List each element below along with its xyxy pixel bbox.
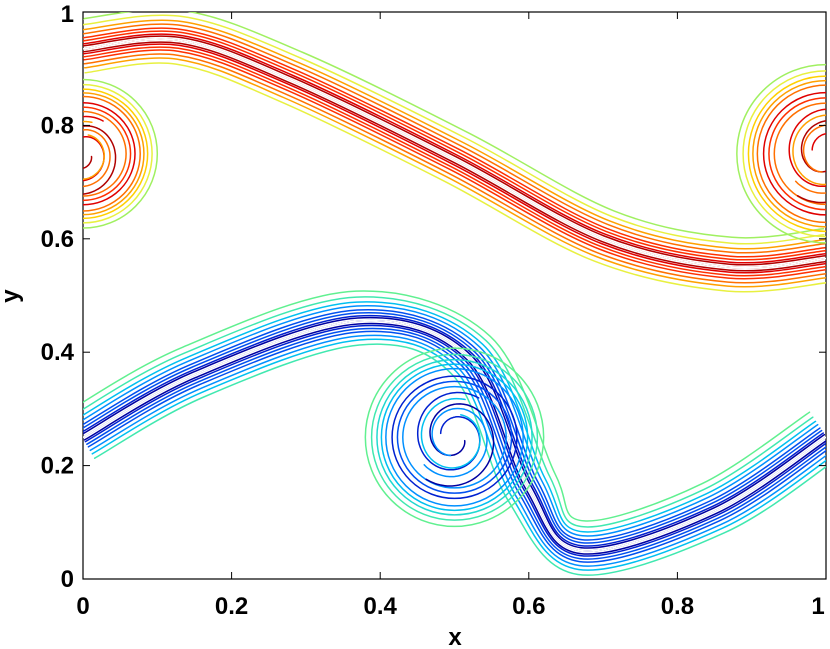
upper-vortex-left-ring: [83, 83, 153, 224]
upper-vortex-right-ring: [752, 79, 826, 228]
y-tick-label: 0.4: [41, 339, 75, 366]
x-tick-label: 0.6: [512, 593, 545, 620]
lower-shear-contour: [89, 334, 826, 567]
lower-vortex-ring: [380, 363, 529, 512]
lower-shear-contour: [83, 290, 811, 522]
upper-vortex-left-ring: [83, 92, 145, 216]
lower-shear-contour: [84, 324, 826, 557]
upper-vortex-right-ring: [747, 75, 826, 233]
upper-vortex-left-spiral: [83, 120, 106, 181]
upper-shear-contour: [83, 46, 826, 277]
lower-vortex-ring: [364, 347, 545, 528]
upper-vortex-right-spiral: [792, 114, 826, 186]
upper-shear-contour: [83, 12, 825, 239]
y-tick-label: 0.8: [41, 112, 74, 139]
upper-shear-contour: [83, 57, 826, 288]
upper-vortex-left-ring: [83, 88, 149, 220]
lower-shear-core: [83, 319, 826, 552]
plot-area: [82, 11, 827, 580]
upper-vortex-left-spiral: [83, 125, 117, 195]
x-tick-label: 1: [811, 593, 824, 620]
upper-vortex-right-spiral: [796, 120, 826, 204]
x-tick-label: 0: [76, 593, 89, 620]
upper-vortex-left-spiral: [83, 115, 105, 182]
upper-shear-contour: [83, 14, 825, 245]
upper-shear-contour: [83, 41, 826, 272]
upper-vortex-right-ring: [773, 102, 826, 206]
y-axis-label: y: [0, 289, 24, 303]
upper-vortex-right-ring: [768, 97, 826, 211]
x-tick-labels: 0 0.2 0.4 0.6 0.8 1: [76, 593, 824, 620]
y-tick-labels: 0 0.2 0.4 0.6 0.8 1: [41, 1, 75, 593]
upper-shear-contour: [83, 30, 826, 261]
y-tick-label: 0.2: [41, 453, 74, 480]
upper-vortex-right-ring: [762, 91, 826, 216]
upper-shear-contour: [83, 33, 826, 264]
lower-shear-contour: [83, 296, 814, 528]
lower-shear-contour: [86, 327, 826, 560]
lower-shear-contour: [87, 330, 826, 563]
lower-vortex-ring: [391, 375, 518, 500]
upper-vortex-left-ring: [83, 78, 159, 229]
lower-shear-contour: [83, 314, 824, 547]
upper-shear-contour: [83, 53, 826, 284]
upper-vortex-left-ring: [83, 110, 127, 197]
lower-shear-contour: [83, 311, 823, 544]
lower-shear-contour: [83, 322, 826, 555]
y-tick-label: 0: [61, 566, 74, 593]
upper-shear-contour: [83, 49, 826, 280]
upper-shear-contour: [83, 35, 826, 266]
x-tick-label: 0.8: [661, 593, 694, 620]
x-tick-label: 0.2: [215, 593, 248, 620]
lower-shear-contour: [83, 305, 819, 537]
upper-shear-contour: [83, 43, 826, 274]
upper-vortex-right-spiral: [794, 124, 826, 194]
contour-layer: [83, 12, 826, 576]
lower-shear-contour: [83, 301, 817, 533]
y-tick-label: 0.6: [41, 226, 74, 253]
upper-vortex-right-ring: [736, 63, 826, 244]
lower-shear-contour: [93, 343, 826, 576]
upper-vortex-left-ring: [83, 102, 136, 206]
upper-vortex-left-spiral: [83, 129, 111, 188]
upper-vortex-right-ring: [742, 70, 826, 238]
upper-shear-contour: [83, 23, 826, 254]
y-tick-label: 1: [61, 1, 74, 28]
lower-vortex-ring: [376, 358, 533, 516]
lower-vortex-ring: [385, 367, 524, 507]
lower-vortex-ring: [370, 353, 539, 521]
x-tick-label: 0.4: [364, 593, 398, 620]
x-axis-label: x: [448, 624, 462, 649]
upper-shear-contour: [84, 62, 826, 293]
lower-vortex-spiral: [425, 403, 495, 487]
upper-vortex-left-ring: [83, 95, 141, 212]
lower-shear-contour: [83, 316, 826, 549]
upper-shear-contour: [83, 19, 826, 250]
lower-shear-contour: [83, 308, 821, 541]
lower-vortex-ring: [402, 385, 507, 489]
lower-vortex-spiral: [423, 407, 488, 478]
upper-vortex-left-ring: [83, 106, 132, 202]
upper-shear-core: [83, 38, 826, 269]
upper-vortex-right-spiral: [788, 108, 826, 188]
lower-vortex-spiral: [420, 397, 481, 469]
upper-vortex-right-ring: [756, 84, 826, 224]
upper-shear-contour: [83, 27, 826, 258]
lower-vortex-ring: [396, 380, 513, 494]
lower-vortex-spiral: [416, 391, 481, 471]
axis-ticks: [82, 11, 827, 580]
